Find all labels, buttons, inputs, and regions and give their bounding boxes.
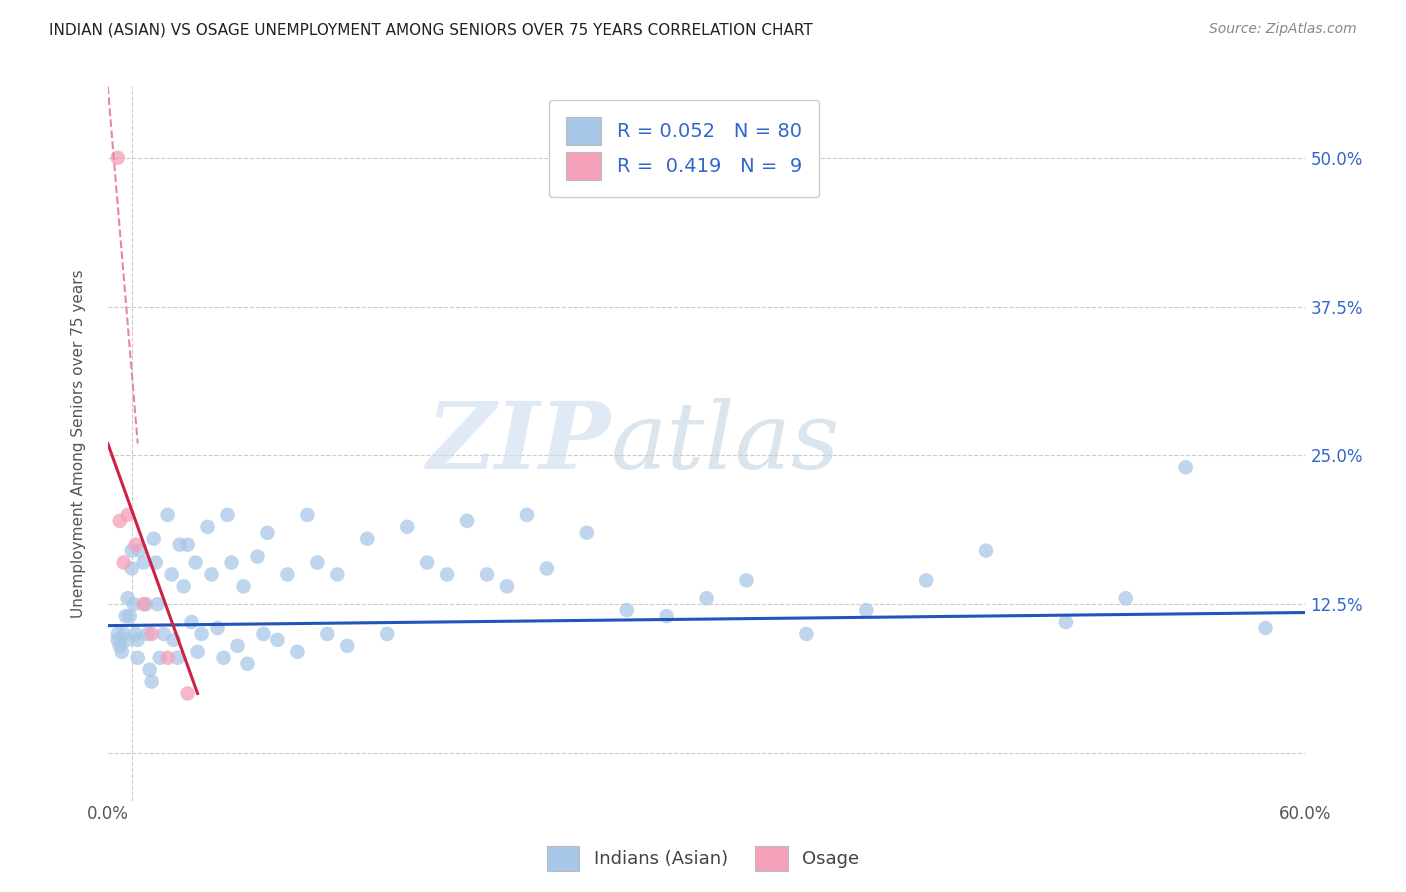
Point xyxy=(190,627,212,641)
Point xyxy=(142,532,165,546)
Point xyxy=(108,639,131,653)
Point xyxy=(107,627,129,641)
Point xyxy=(114,609,136,624)
Point xyxy=(855,603,877,617)
Point xyxy=(1054,615,1077,629)
Point xyxy=(127,632,149,647)
Point xyxy=(136,627,159,641)
Point xyxy=(207,621,229,635)
Point xyxy=(974,543,997,558)
Point xyxy=(108,514,131,528)
Point xyxy=(146,597,169,611)
Point xyxy=(326,567,349,582)
Point xyxy=(166,650,188,665)
Point xyxy=(112,627,135,641)
Point xyxy=(616,603,638,617)
Point xyxy=(135,597,157,611)
Point xyxy=(316,627,339,641)
Point xyxy=(276,567,298,582)
Point xyxy=(297,508,319,522)
Point xyxy=(173,579,195,593)
Point xyxy=(107,151,129,165)
Point xyxy=(1174,460,1197,475)
Point xyxy=(536,561,558,575)
Point xyxy=(127,650,149,665)
Point xyxy=(256,525,278,540)
Point xyxy=(152,627,174,641)
Point xyxy=(1115,591,1137,606)
Point xyxy=(246,549,269,564)
Point xyxy=(375,627,398,641)
Point xyxy=(436,567,458,582)
Point xyxy=(232,579,254,593)
Point xyxy=(217,508,239,522)
Point xyxy=(796,627,818,641)
Point xyxy=(456,514,478,528)
Point xyxy=(141,627,163,641)
Point xyxy=(307,556,329,570)
Point xyxy=(138,663,160,677)
Point xyxy=(160,567,183,582)
Point xyxy=(212,650,235,665)
Point xyxy=(266,632,288,647)
Point xyxy=(118,609,141,624)
Point xyxy=(336,639,359,653)
Text: Source: ZipAtlas.com: Source: ZipAtlas.com xyxy=(1209,22,1357,37)
Point xyxy=(252,627,274,641)
Point xyxy=(287,645,309,659)
Point xyxy=(128,543,150,558)
Point xyxy=(107,632,129,647)
Point xyxy=(132,556,155,570)
Point xyxy=(156,508,179,522)
Point xyxy=(180,615,202,629)
Point xyxy=(356,532,378,546)
Point xyxy=(236,657,259,671)
Y-axis label: Unemployment Among Seniors over 75 years: Unemployment Among Seniors over 75 years xyxy=(72,269,86,618)
Point xyxy=(117,591,139,606)
Legend: R = 0.052   N = 80, R =  0.419   N =  9: R = 0.052 N = 80, R = 0.419 N = 9 xyxy=(548,100,820,197)
Point xyxy=(516,508,538,522)
Point xyxy=(169,538,191,552)
Point xyxy=(149,650,172,665)
Point xyxy=(122,597,145,611)
Point xyxy=(121,561,143,575)
Text: INDIAN (ASIAN) VS OSAGE UNEMPLOYMENT AMONG SENIORS OVER 75 YEARS CORRELATION CHA: INDIAN (ASIAN) VS OSAGE UNEMPLOYMENT AMO… xyxy=(49,22,813,37)
Text: ZIP: ZIP xyxy=(426,399,610,489)
Point xyxy=(200,567,222,582)
Point xyxy=(655,609,678,624)
Point xyxy=(145,556,167,570)
Point xyxy=(496,579,519,593)
Point xyxy=(197,520,219,534)
Legend: Indians (Asian), Osage: Indians (Asian), Osage xyxy=(540,838,866,879)
Point xyxy=(111,645,134,659)
Point xyxy=(156,650,179,665)
Point xyxy=(416,556,439,570)
Point xyxy=(696,591,718,606)
Point xyxy=(226,639,249,653)
Point xyxy=(117,632,139,647)
Point xyxy=(132,597,155,611)
Point xyxy=(184,556,207,570)
Point xyxy=(735,574,758,588)
Point xyxy=(176,686,198,700)
Point xyxy=(187,645,209,659)
Point xyxy=(176,538,198,552)
Point xyxy=(117,508,139,522)
Point xyxy=(112,556,135,570)
Point xyxy=(915,574,938,588)
Point xyxy=(162,632,184,647)
Point xyxy=(1254,621,1277,635)
Point xyxy=(141,674,163,689)
Point xyxy=(475,567,498,582)
Point xyxy=(125,627,148,641)
Point xyxy=(125,538,148,552)
Text: atlas: atlas xyxy=(610,399,841,489)
Point xyxy=(221,556,243,570)
Point xyxy=(396,520,419,534)
Point xyxy=(121,543,143,558)
Point xyxy=(575,525,598,540)
